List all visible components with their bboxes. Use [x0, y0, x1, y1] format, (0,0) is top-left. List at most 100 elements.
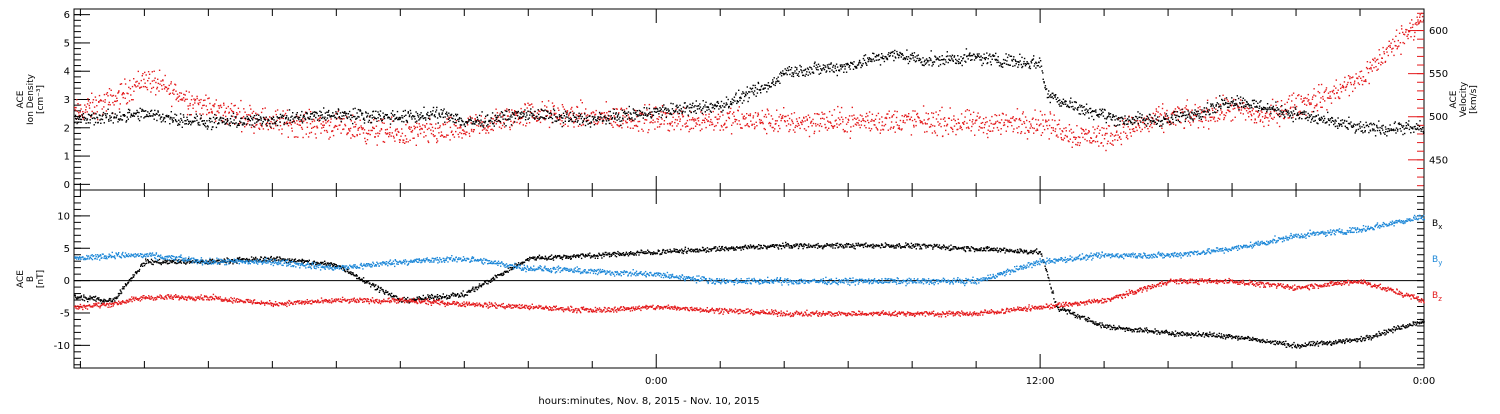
density-point: [154, 119, 155, 120]
velocity-point: [189, 105, 190, 106]
velocity-point: [912, 110, 913, 111]
velocity-point: [692, 117, 693, 118]
velocity-point: [1175, 124, 1176, 125]
density-point: [1140, 121, 1141, 122]
density-point: [897, 54, 898, 55]
density-point: [138, 112, 139, 113]
velocity-point: [446, 134, 447, 135]
velocity-point: [148, 78, 149, 79]
velocity-point: [519, 123, 520, 124]
velocity-point: [1287, 102, 1288, 103]
density-point: [913, 60, 914, 61]
velocity-point: [364, 129, 365, 130]
density-point: [934, 61, 935, 62]
density-point: [1033, 58, 1034, 59]
velocity-point: [463, 131, 464, 132]
density-point: [1267, 109, 1268, 110]
velocity-point: [75, 109, 76, 110]
velocity-point: [359, 134, 360, 135]
density-point: [1015, 61, 1016, 62]
density-point: [1402, 134, 1403, 135]
bx-point: [86, 299, 87, 300]
density-point: [740, 98, 741, 99]
velocity-point: [839, 124, 840, 125]
density-point: [1231, 97, 1232, 98]
density-point: [404, 116, 405, 117]
velocity-point: [1207, 109, 1208, 110]
velocity-point: [1362, 84, 1363, 85]
density-point: [408, 111, 409, 112]
velocity-point: [117, 100, 118, 101]
velocity-point: [880, 133, 881, 134]
velocity-point: [400, 136, 401, 137]
density-point: [1228, 103, 1229, 104]
density-point: [1179, 121, 1180, 122]
velocity-point: [176, 99, 177, 100]
density-point: [668, 110, 669, 111]
velocity-point: [1416, 22, 1417, 23]
density-point: [332, 112, 333, 113]
velocity-point: [205, 95, 206, 96]
density-point: [793, 74, 794, 75]
velocity-point: [836, 123, 837, 124]
velocity-point: [754, 126, 755, 127]
density-point: [873, 53, 874, 54]
density-point: [348, 113, 349, 114]
density-point: [1413, 132, 1414, 133]
density-point: [646, 107, 647, 108]
density-point: [1182, 113, 1183, 114]
velocity-point: [1367, 68, 1368, 69]
velocity-point: [773, 130, 774, 131]
density-point: [1224, 100, 1225, 101]
velocity-point: [1081, 133, 1082, 134]
velocity-point: [233, 111, 234, 112]
left-tick-label: 5: [64, 38, 70, 49]
velocity-point: [103, 106, 104, 107]
density-point: [562, 126, 563, 127]
density-point: [1126, 120, 1127, 121]
density-point: [394, 114, 395, 115]
density-point: [205, 123, 206, 124]
density-point: [1007, 57, 1008, 58]
velocity-point: [974, 122, 975, 123]
velocity-point: [354, 122, 355, 123]
velocity-point: [1274, 111, 1275, 112]
velocity-point: [482, 130, 483, 131]
density-point: [519, 116, 520, 117]
density-point: [985, 59, 986, 60]
density-point: [1248, 103, 1249, 104]
density-point: [1138, 123, 1139, 124]
density-point: [933, 64, 934, 65]
velocity-point: [830, 123, 831, 124]
velocity-point: [96, 100, 97, 101]
density-point: [356, 112, 357, 113]
velocity-point: [1346, 86, 1347, 87]
density-point: [387, 114, 388, 115]
density-point: [113, 122, 114, 123]
density-point: [537, 118, 538, 119]
velocity-point: [1193, 121, 1194, 122]
velocity-point: [794, 132, 795, 133]
density-point: [515, 118, 516, 119]
velocity-point: [399, 142, 400, 143]
velocity-point: [150, 91, 151, 92]
velocity-point: [753, 115, 754, 116]
velocity-point: [123, 93, 124, 94]
velocity-point: [1071, 132, 1072, 133]
velocity-point: [704, 120, 705, 121]
velocity-point: [902, 115, 903, 116]
velocity-point: [1260, 119, 1261, 120]
density-point: [281, 117, 282, 118]
velocity-point: [1312, 99, 1313, 100]
density-point: [868, 61, 869, 62]
density-point: [1421, 131, 1422, 132]
velocity-point: [1270, 115, 1271, 116]
velocity-point: [602, 113, 603, 114]
velocity-point: [982, 127, 983, 128]
density-point: [1200, 116, 1201, 117]
density-point: [1321, 117, 1322, 118]
density-point: [878, 55, 879, 56]
density-point: [309, 118, 310, 119]
density-point: [616, 112, 617, 113]
velocity-point: [986, 133, 987, 134]
